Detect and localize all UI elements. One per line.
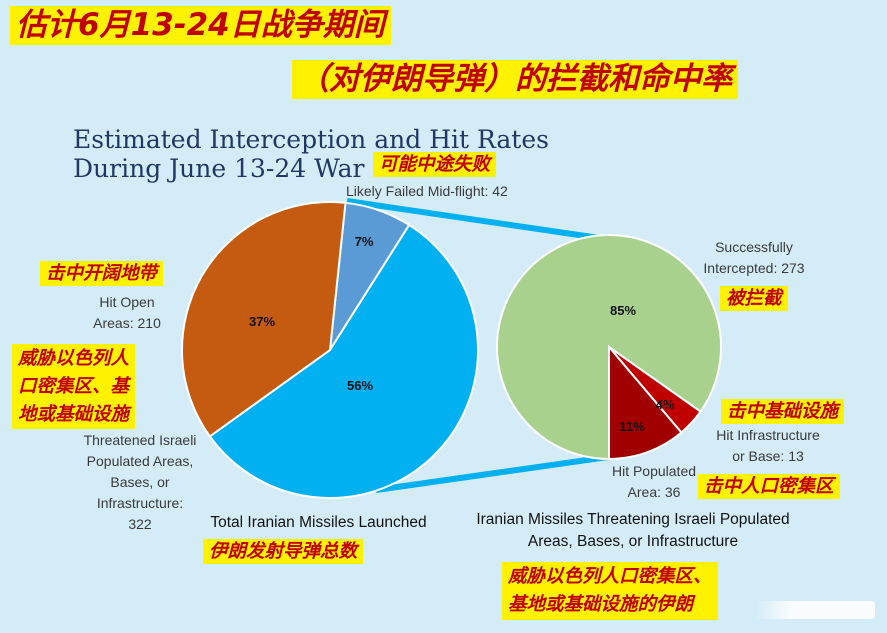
annotation-total: 伊朗发射导弹总数 <box>203 539 364 565</box>
label-hit-populated: Hit Populated Area: 36 <box>611 463 697 500</box>
label-hit-open-areas: Hit Open Areas: 210 <box>93 294 161 331</box>
pie-total-pct-label-1: 56% <box>347 378 373 393</box>
connector-line-top <box>346 198 614 243</box>
pie-total-pct-label-2: 37% <box>249 314 275 329</box>
chart-title: Estimated Interception and Hit Rates Dur… <box>73 125 549 183</box>
pie-threat-pct-label-2: 11% <box>619 419 645 434</box>
pie-total-slice-2 <box>181 201 347 438</box>
label-threatened-israeli: Threatened Israeli Populated Areas, Base… <box>83 432 197 532</box>
annotation-populated: 击中人口密集区 <box>698 474 840 500</box>
chart-title-line1: Estimated Interception and Hit Rates <box>73 125 549 154</box>
annotation-open-areas: 击中开阔地带 <box>40 261 164 287</box>
chart-title-line2: During June 13-24 War <box>73 154 365 183</box>
connector-line-bottom <box>375 454 609 493</box>
pie-total-slice-1 <box>208 223 479 500</box>
pie-threat-pct-label-0: 85% <box>610 303 636 318</box>
label-hit-infrastructure: Hit Infrastructure or Base: 13 <box>716 427 820 464</box>
annotation-threat: 威胁以色列人 口密集区、基 地或基础设施 <box>12 344 136 430</box>
caption-total-launched: Total Iranian Missiles Launched <box>210 514 427 531</box>
caption-threatening: Iranian Missiles Threatening Israeli Pop… <box>476 511 790 550</box>
pie-total-launched: 7% 56% 37% <box>181 201 479 500</box>
annotation-infrastructure: 击中基础设施 <box>721 399 845 425</box>
label-successfully-intercepted: Successfully Intercepted: 273 <box>703 239 805 276</box>
label-failed-midflight: Likely Failed Mid-flight: 42 <box>346 183 508 199</box>
annotation-intercepted: 被拦截 <box>720 286 788 312</box>
annotation-failed: 可能中途失败 <box>373 152 497 178</box>
annotation-bottom: 威胁以色列人口密集区、 基地或基础设施的伊朗 <box>502 562 718 620</box>
pie-threat-pct-label-1: 4% <box>656 397 675 412</box>
header-title-line2: （对伊朗导弹）的拦截和命中率 <box>292 60 738 99</box>
watermark-overlay <box>755 601 875 619</box>
pie-threatening: 85% 4% 11% <box>496 234 722 461</box>
pie-total-pct-label-0: 7% <box>355 234 374 249</box>
header-title-line1: 估计6月13-24日战争期间 <box>10 6 391 45</box>
pie-threat-slice-2 <box>608 344 683 461</box>
